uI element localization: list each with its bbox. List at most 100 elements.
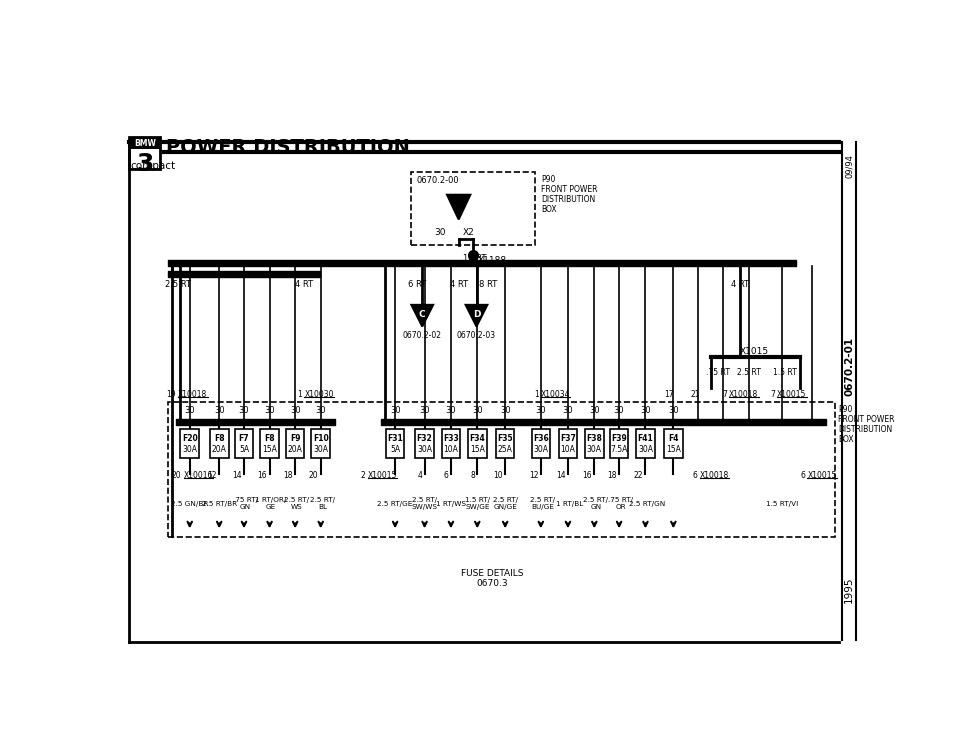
Text: 20A: 20A (288, 445, 302, 454)
Text: FUSE DETAILS
0670.3: FUSE DETAILS 0670.3 (461, 568, 523, 588)
Text: 20: 20 (172, 471, 181, 481)
Text: 6 RT: 6 RT (408, 280, 426, 289)
Text: X1015: X1015 (739, 347, 769, 356)
Bar (664, 429, 683, 458)
Text: X10030: X10030 (304, 390, 334, 399)
Bar (468, 429, 487, 458)
Text: 30: 30 (472, 406, 483, 415)
Text: F7: F7 (239, 434, 250, 443)
Text: X10034: X10034 (540, 390, 570, 399)
Text: C: C (419, 310, 425, 318)
Text: 30: 30 (239, 406, 250, 415)
Text: P90: P90 (838, 405, 852, 414)
Text: X1188: X1188 (477, 257, 507, 266)
Text: F41: F41 (637, 434, 654, 443)
Text: 30: 30 (420, 406, 430, 415)
Text: 30: 30 (613, 406, 624, 415)
Bar (130, 137, 160, 150)
Text: 0670.2-03: 0670.2-03 (457, 331, 496, 340)
Text: 20A: 20A (212, 445, 227, 454)
Text: BMW: BMW (133, 138, 156, 147)
Text: DISTRIBUTION: DISTRIBUTION (540, 195, 595, 204)
Bar (210, 429, 228, 458)
Bar (416, 429, 434, 458)
Polygon shape (447, 195, 470, 219)
Text: 12: 12 (529, 471, 539, 481)
Text: F10: F10 (313, 434, 328, 443)
Text: POWER DISTRIBUTION: POWER DISTRIBUTION (166, 138, 410, 156)
Polygon shape (466, 305, 488, 327)
Text: FRONT POWER: FRONT POWER (838, 415, 895, 424)
Bar (311, 429, 330, 458)
Text: 2.5 RT/
WS: 2.5 RT/ WS (284, 497, 309, 510)
Text: 14: 14 (232, 471, 242, 481)
Text: 22: 22 (634, 471, 643, 481)
Text: D: D (472, 310, 480, 318)
Bar (559, 429, 577, 458)
Text: F39: F39 (612, 434, 627, 443)
Text: F8: F8 (214, 434, 225, 443)
Text: 1.5 RT: 1.5 RT (773, 368, 797, 377)
Text: 0670.2-00: 0670.2-00 (417, 176, 460, 185)
Text: F34: F34 (469, 434, 485, 443)
Text: F9: F9 (290, 434, 300, 443)
Text: 15A: 15A (262, 445, 277, 454)
Text: 2.5 RT: 2.5 RT (737, 368, 761, 377)
Text: F8: F8 (264, 434, 275, 443)
Text: 3: 3 (136, 152, 154, 176)
Text: 30A: 30A (638, 445, 653, 454)
Bar (496, 429, 515, 458)
Bar (260, 429, 278, 458)
Text: 15A: 15A (469, 445, 485, 454)
Text: P90: P90 (540, 175, 555, 184)
Text: .75 RT/
GN: .75 RT/ GN (233, 497, 258, 510)
Text: 4 RT: 4 RT (731, 280, 749, 289)
Text: DISTRIBUTION: DISTRIBUTION (838, 425, 893, 434)
Bar (585, 429, 604, 458)
Text: 8 RT: 8 RT (479, 280, 497, 289)
Text: X10015: X10015 (368, 471, 397, 481)
Text: 30: 30 (589, 406, 600, 415)
Text: 30A: 30A (313, 445, 328, 454)
Text: 30: 30 (563, 406, 573, 415)
Text: X10016: X10016 (183, 471, 213, 481)
Text: .75 RT: .75 RT (707, 368, 731, 377)
Text: 1.5 RT/
SW/GE: 1.5 RT/ SW/GE (465, 497, 490, 510)
Text: 09/94: 09/94 (845, 154, 853, 179)
Text: 16: 16 (257, 471, 267, 481)
Bar (532, 429, 550, 458)
Text: 6: 6 (692, 471, 697, 481)
Bar (286, 429, 304, 458)
Text: 14: 14 (556, 471, 565, 481)
Text: 2: 2 (361, 471, 366, 481)
Text: 7.5A: 7.5A (611, 445, 628, 454)
Text: 30: 30 (290, 406, 300, 415)
Text: 12: 12 (207, 471, 217, 481)
Text: F31: F31 (387, 434, 403, 443)
Bar (180, 429, 199, 458)
Text: 5A: 5A (390, 445, 400, 454)
Text: 21: 21 (691, 390, 701, 399)
Text: 1.5 RT/VI: 1.5 RT/VI (766, 501, 799, 507)
Text: 30A: 30A (182, 445, 197, 454)
Text: X2: X2 (463, 228, 474, 237)
Bar (411, 172, 535, 245)
Bar (168, 402, 834, 537)
Text: 20: 20 (309, 471, 319, 481)
Text: 2.5 RT/
BU/GE: 2.5 RT/ BU/GE (530, 497, 555, 510)
Text: 18: 18 (608, 471, 616, 481)
Text: 10A: 10A (444, 445, 458, 454)
Text: 2.5 RT/
GN: 2.5 RT/ GN (584, 497, 609, 510)
Bar (610, 429, 629, 458)
Text: BOX: BOX (838, 435, 854, 444)
Text: 6: 6 (444, 471, 448, 481)
Text: 10A: 10A (561, 445, 575, 454)
Text: 30A: 30A (417, 445, 432, 454)
Text: 30: 30 (668, 406, 679, 415)
Text: 10: 10 (493, 471, 503, 481)
Bar (386, 429, 404, 458)
Text: 4: 4 (418, 471, 422, 481)
Text: 18: 18 (283, 471, 293, 481)
Text: 10 RT: 10 RT (463, 254, 486, 263)
Text: 30: 30 (640, 406, 651, 415)
